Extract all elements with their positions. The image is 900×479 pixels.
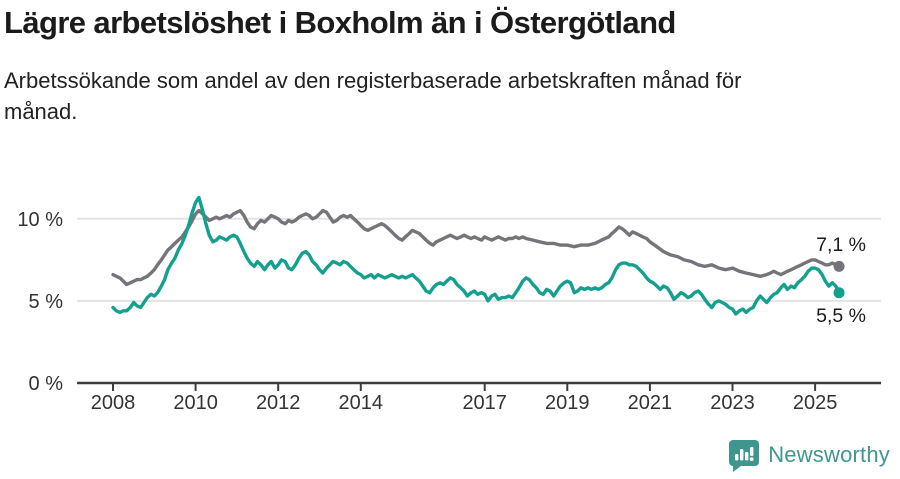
y-tick-label: 10 %	[17, 209, 63, 231]
bar-3	[745, 451, 749, 460]
x-tick-label: 2014	[339, 392, 384, 414]
exclamation-bar	[750, 446, 754, 456]
x-tick-label: 2023	[710, 392, 755, 414]
series-end-dot-östergötland	[833, 260, 845, 272]
y-tick-label: 5 %	[29, 291, 64, 313]
chart-subtitle: Arbetssökande som andel av den registerb…	[4, 65, 896, 127]
x-tick-label: 2010	[173, 392, 218, 414]
x-tick-label: 2025	[793, 392, 838, 414]
speech-bubble-shape	[729, 439, 760, 472]
series-line-boxholm	[111, 195, 841, 316]
x-tick-label: 2017	[462, 392, 507, 414]
x-tick-label: 2019	[545, 392, 590, 414]
page-title: Lägre arbetslöshet i Boxholm än i Österg…	[4, 5, 676, 40]
end-value-label-ostergotland: 7,1 %	[816, 234, 866, 256]
brand-footer: Newsworthy	[728, 438, 890, 472]
x-tick-label: 2021	[628, 392, 673, 414]
header: Lägre arbetslöshet i Boxholm än i Österg…	[4, 4, 896, 127]
brand-name: Newsworthy	[768, 442, 890, 467]
newsworthy-logo-icon	[729, 439, 760, 472]
series-line-östergötland	[111, 208, 841, 287]
subtitle-line-2: månad.	[4, 98, 78, 124]
series-end-dot-boxholm	[833, 287, 845, 299]
x-tick-label: 2012	[256, 392, 301, 414]
exclamation-dot	[749, 456, 754, 461]
bar-2	[740, 448, 744, 460]
bar-1	[735, 453, 739, 460]
y-tick-label: 0 %	[29, 373, 64, 395]
x-tick-label: 2008	[91, 392, 136, 414]
end-value-label-boxholm: 5,5 %	[816, 305, 866, 327]
subtitle-line-1: Arbetssökande som andel av den registerb…	[4, 67, 742, 93]
